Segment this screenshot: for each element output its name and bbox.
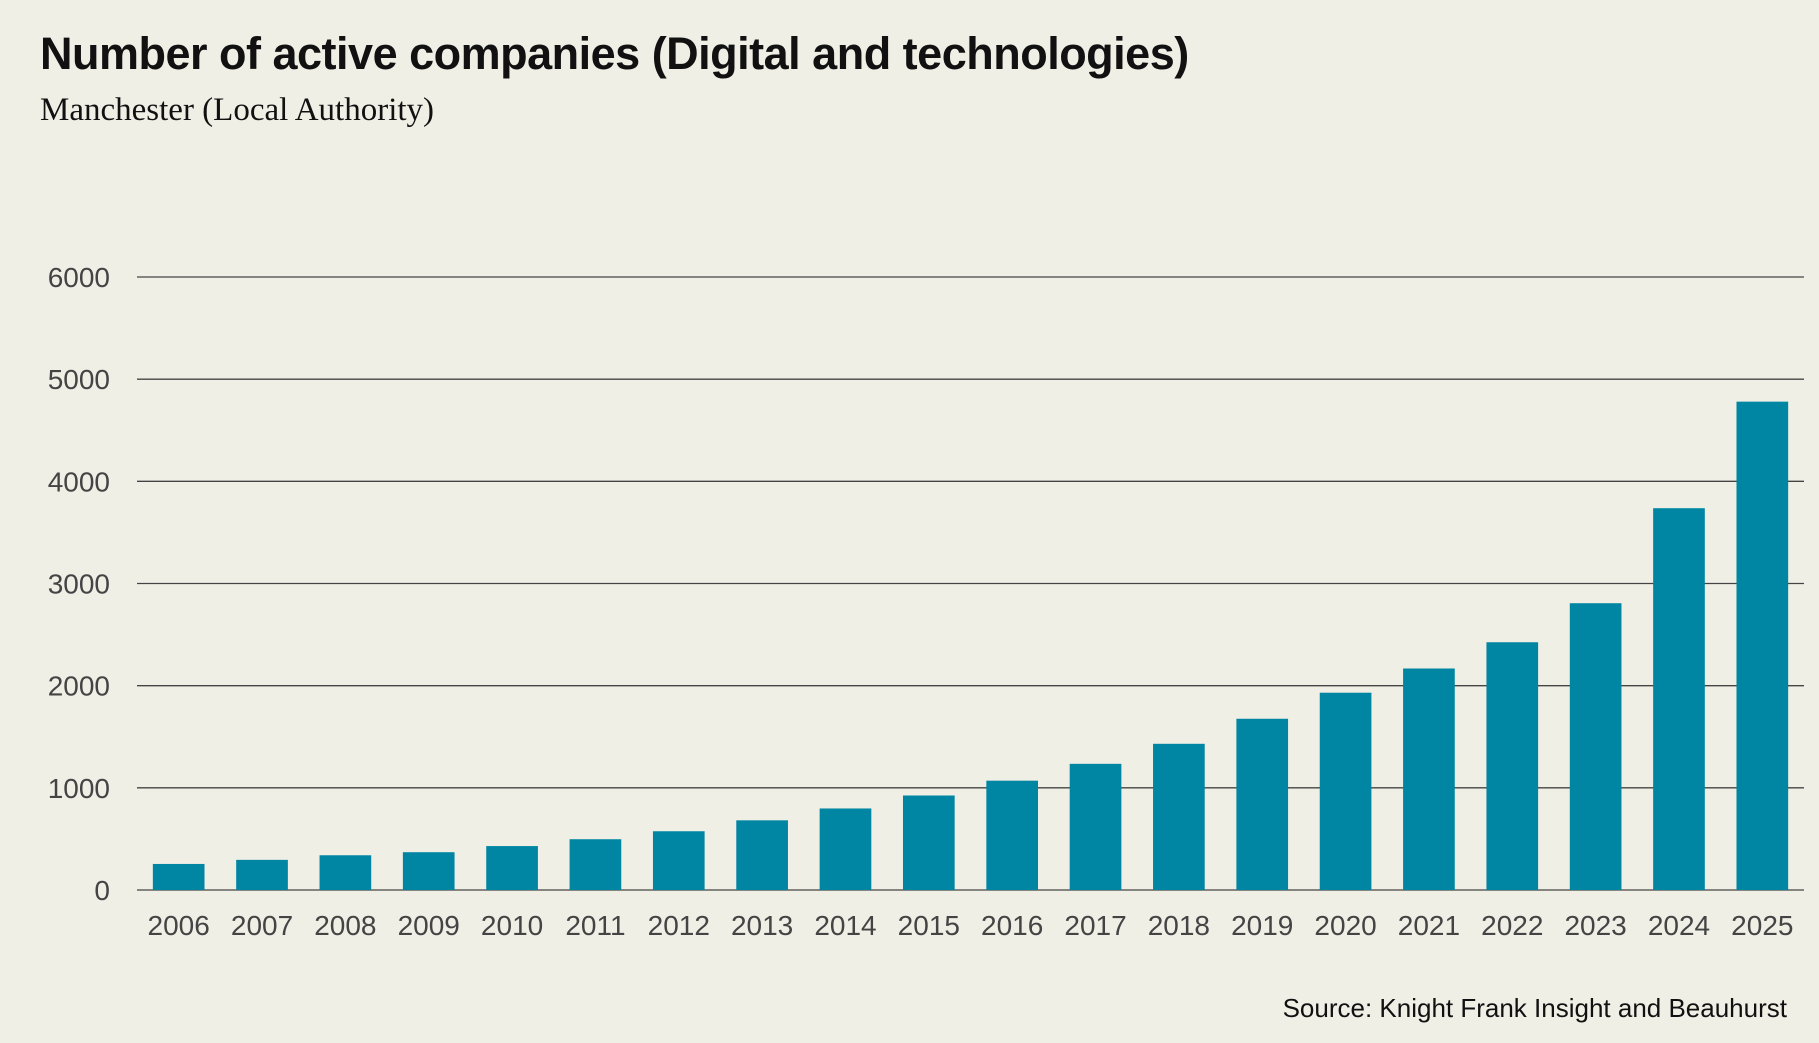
bars: [152, 401, 1789, 890]
bar-2006: [152, 863, 205, 890]
x-tick-label: 2016: [981, 910, 1043, 941]
x-tick-label: 2006: [148, 910, 210, 941]
x-tick-label: 2008: [314, 910, 376, 941]
bar-2023: [1569, 603, 1622, 890]
bar-2013: [736, 820, 788, 890]
x-tick-label: 2015: [898, 910, 960, 941]
bar-2021: [1403, 668, 1455, 890]
bar-2018: [1153, 743, 1205, 890]
y-tick-label: 4000: [48, 466, 110, 497]
x-tick-label: 2013: [731, 910, 793, 941]
chart-subtitle: Manchester (Local Authority): [40, 92, 435, 128]
bar-2017: [1069, 763, 1122, 890]
bar-2025: [1736, 401, 1789, 890]
y-tick-label: 3000: [48, 569, 110, 600]
chart-title: Number of active companies (Digital and …: [40, 28, 1189, 79]
y-tick-label: 2000: [48, 671, 110, 702]
bar-2015: [902, 795, 955, 890]
bar-2008: [319, 855, 372, 890]
bar-2007: [236, 859, 288, 890]
x-tick-label: 2025: [1731, 910, 1793, 941]
x-tick-label: 2022: [1481, 910, 1543, 941]
bar-2012: [652, 831, 705, 890]
bar-2010: [486, 846, 538, 890]
x-tick-label: 2011: [565, 910, 625, 941]
y-tick-label: 6000: [48, 262, 110, 293]
bar-2022: [1486, 642, 1539, 890]
y-axis-ticks: 0 1000 2000 3000 4000 5000 6000: [48, 262, 110, 906]
source-note: Source: Knight Frank Insight and Beauhur…: [1282, 993, 1787, 1023]
bar-2020: [1319, 692, 1372, 890]
bar-2019: [1236, 718, 1289, 890]
x-tick-label: 2007: [231, 910, 293, 941]
gridlines: [137, 276, 1804, 891]
y-tick-label: 1000: [48, 773, 110, 804]
x-tick-label: 2019: [1231, 910, 1293, 941]
x-tick-label: 2023: [1564, 910, 1626, 941]
x-tick-label: 2009: [398, 910, 460, 941]
bar-2024: [1653, 508, 1705, 890]
x-axis-ticks: 2006 2007 2008 2009 2010 2011 2012 2013 2014 2015…: [148, 910, 1794, 941]
x-tick-label: 2021: [1398, 910, 1460, 941]
bar-2009: [402, 852, 455, 890]
y-tick-label: 5000: [48, 364, 110, 395]
x-tick-label: 2024: [1648, 910, 1710, 941]
bar-2016: [986, 780, 1039, 890]
x-tick-label: 2010: [481, 910, 543, 941]
y-tick-label: 0: [94, 875, 110, 906]
bar-2011: [569, 839, 622, 890]
x-tick-label: 2017: [1064, 910, 1126, 941]
x-tick-label: 2018: [1148, 910, 1210, 941]
x-tick-label: 2012: [648, 910, 710, 941]
x-tick-label: 2014: [814, 910, 876, 941]
bar-2014: [819, 808, 872, 890]
x-tick-label: 2020: [1314, 910, 1376, 941]
